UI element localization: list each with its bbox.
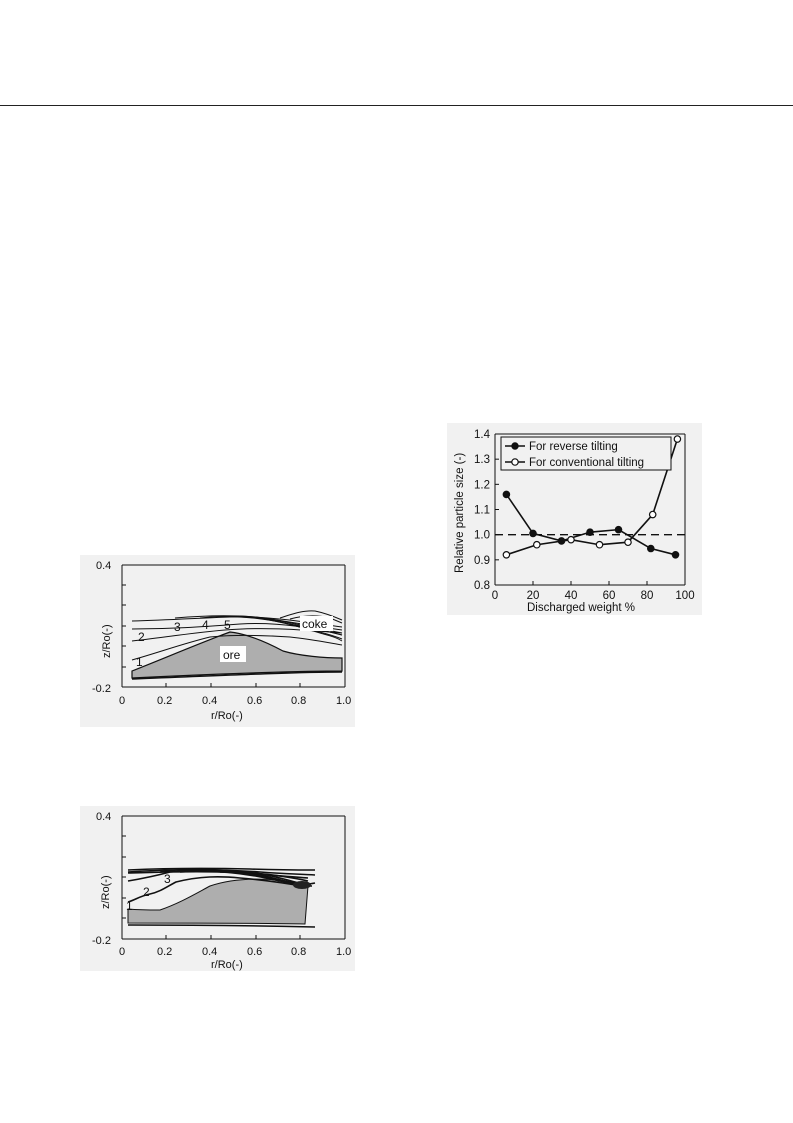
y-tick-label: -0.2 bbox=[92, 683, 111, 695]
x-tick-label: 20 bbox=[527, 590, 540, 602]
layer-number: 2 bbox=[138, 630, 145, 644]
data-point-reverse bbox=[671, 551, 680, 559]
x-tick-label: 0.6 bbox=[247, 695, 262, 707]
layer-boundary-line bbox=[127, 867, 316, 871]
burden-profile-figure-upper: 0.4 -0.2 0 0.2 0.4 0.6 0.8 1.0 r/Ro(-) z… bbox=[80, 555, 355, 727]
x-tick-label: 100 bbox=[675, 590, 694, 602]
coke-layer-lines bbox=[127, 867, 316, 903]
y-tick-label: 1.0 bbox=[474, 530, 490, 542]
burden-profile-svg-lower: 0.4 -0.2 0 0.2 0.4 0.6 0.8 1.0 r/Ro(-) z… bbox=[92, 811, 351, 971]
layer-boundary-line bbox=[131, 635, 343, 661]
x-minor-ticks bbox=[165, 683, 301, 687]
x-tick-label: 0.4 bbox=[202, 946, 217, 958]
layer-number: 1 bbox=[126, 899, 133, 913]
legend: For reverse tilting For conventional til… bbox=[500, 436, 672, 471]
y-tick-label: 0.4 bbox=[96, 811, 111, 823]
y-tick-label: 1.2 bbox=[474, 479, 490, 491]
data-point-reverse bbox=[502, 490, 511, 499]
y-tick-label: -0.2 bbox=[92, 935, 111, 947]
x-tick-label: 60 bbox=[603, 590, 616, 602]
y-axis-label: z/Ro(-) bbox=[100, 875, 112, 909]
legend-marker-conventional bbox=[511, 458, 519, 466]
legend-box bbox=[500, 436, 672, 471]
layer-number: 5 bbox=[224, 618, 231, 632]
particle-size-chart: 0 20 40 60 80 100 0.8 0.9 1.0 1.1 1.2 1.3 1.4 For re… bbox=[447, 423, 702, 615]
y-tick-label: 1.1 bbox=[474, 505, 490, 517]
layer-number: 4 bbox=[202, 618, 209, 632]
layer-number: 2 bbox=[143, 885, 150, 899]
dense-layer-mark bbox=[293, 881, 311, 889]
x-tick-label: 0.6 bbox=[247, 946, 262, 958]
layer-boundary-line bbox=[279, 610, 343, 621]
coke-label: coke bbox=[302, 617, 328, 631]
coke-label-box bbox=[300, 616, 333, 631]
x-tick-label: 0.2 bbox=[157, 695, 172, 707]
x-tick-label: 0.4 bbox=[202, 695, 217, 707]
x-minor-ticks bbox=[165, 935, 301, 939]
x-tick-label: 0.2 bbox=[157, 946, 172, 958]
hearth-floor-line bbox=[127, 924, 316, 928]
x-tick-label: 0.8 bbox=[291, 946, 306, 958]
x-tick-label: 0 bbox=[492, 590, 498, 602]
legend-label-reverse: For reverse tilting bbox=[529, 441, 618, 453]
y-minor-ticks bbox=[122, 584, 126, 668]
x-axis-label: r/Ro(-) bbox=[211, 959, 243, 971]
data-point-conventional bbox=[648, 510, 657, 519]
ore-label-box bbox=[220, 646, 246, 662]
x-axis-label: Discharged weight % bbox=[527, 602, 635, 614]
header-rule bbox=[0, 105, 793, 106]
ore-region bbox=[127, 878, 309, 925]
layer-number: 3 bbox=[164, 872, 171, 886]
x-tick-label: 1.0 bbox=[336, 695, 351, 707]
y-tick-label: 1.3 bbox=[474, 454, 490, 466]
data-point-conventional bbox=[567, 535, 575, 544]
data-point-conventional bbox=[502, 551, 511, 559]
y-tick-label: 0.9 bbox=[474, 555, 490, 567]
y-minor-ticks bbox=[122, 835, 126, 919]
ore-label: ore bbox=[223, 648, 241, 662]
data-point-conventional bbox=[624, 538, 632, 547]
y-axis-label: z/Ro(-) bbox=[101, 624, 113, 658]
data-point-conventional bbox=[533, 540, 541, 549]
burden-profile-svg-upper: 0.4 -0.2 0 0.2 0.4 0.6 0.8 1.0 r/Ro(-) z… bbox=[92, 560, 351, 722]
layer-boundary-line bbox=[259, 617, 343, 642]
burden-profile-figure-lower: 0.4 -0.2 0 0.2 0.4 0.6 0.8 1.0 r/Ro(-) z… bbox=[80, 806, 355, 971]
data-point-conventional bbox=[673, 435, 682, 443]
y-tick-label: 0.8 bbox=[474, 580, 490, 592]
data-point-reverse bbox=[586, 528, 594, 536]
x-tick-label: 0.8 bbox=[291, 695, 306, 707]
hearth-floor-line bbox=[131, 671, 343, 680]
x-tick-label: 1.0 bbox=[336, 946, 351, 958]
x-tick-label: 0 bbox=[119, 946, 125, 958]
y-tick-label: 0.4 bbox=[96, 560, 111, 572]
layer-number: 1 bbox=[136, 655, 143, 669]
data-point-reverse bbox=[614, 525, 623, 534]
layer-number: 3 bbox=[174, 620, 181, 634]
x-tick-label: 0 bbox=[119, 695, 125, 707]
data-point-reverse bbox=[529, 529, 537, 538]
legend-label-conventional: For conventional tilting bbox=[529, 457, 644, 469]
y-tick-label: 1.4 bbox=[474, 429, 491, 441]
x-axis-label: r/Ro(-) bbox=[211, 710, 243, 722]
layer-boundary-line bbox=[127, 876, 309, 903]
x-tick-label: 80 bbox=[641, 590, 654, 602]
data-point-conventional bbox=[595, 540, 604, 549]
layer-boundary-line bbox=[127, 868, 316, 876]
legend-marker-reverse bbox=[511, 442, 519, 450]
y-axis-label: Relative particle size (-) bbox=[454, 453, 466, 573]
particle-size-chart-svg: 0 20 40 60 80 100 0.8 0.9 1.0 1.1 1.2 1.3 1.4 For re… bbox=[454, 429, 695, 614]
data-point-reverse bbox=[647, 544, 655, 553]
x-tick-label: 40 bbox=[565, 590, 578, 602]
